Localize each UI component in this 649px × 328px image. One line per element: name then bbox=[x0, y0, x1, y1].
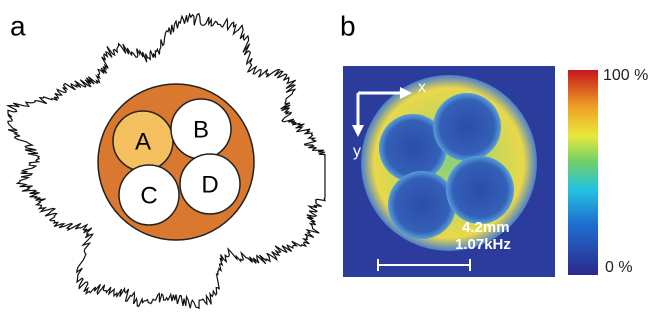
circle-label: A bbox=[135, 128, 151, 155]
image-lobe bbox=[388, 171, 456, 239]
circle-label: C bbox=[140, 182, 157, 209]
axis-label: x bbox=[418, 79, 426, 96]
colorbar-label: 100 % bbox=[603, 67, 648, 84]
panel-label: a bbox=[10, 10, 26, 41]
circle-label: B bbox=[193, 116, 209, 143]
panel-label: b bbox=[340, 10, 356, 41]
colorbar bbox=[568, 70, 598, 275]
figure: a A B C D b x y 4.2mm 1.07kHz 100 % 0 % bbox=[0, 0, 649, 328]
scale-label: 1.07kHz bbox=[455, 236, 511, 253]
image-lobe bbox=[433, 93, 501, 161]
scale-label: 4.2mm bbox=[462, 219, 510, 236]
axis-label: y bbox=[353, 143, 361, 160]
colorbar-label: 0 % bbox=[605, 259, 633, 276]
circle-label: D bbox=[201, 171, 218, 198]
image-lobe bbox=[446, 156, 514, 224]
